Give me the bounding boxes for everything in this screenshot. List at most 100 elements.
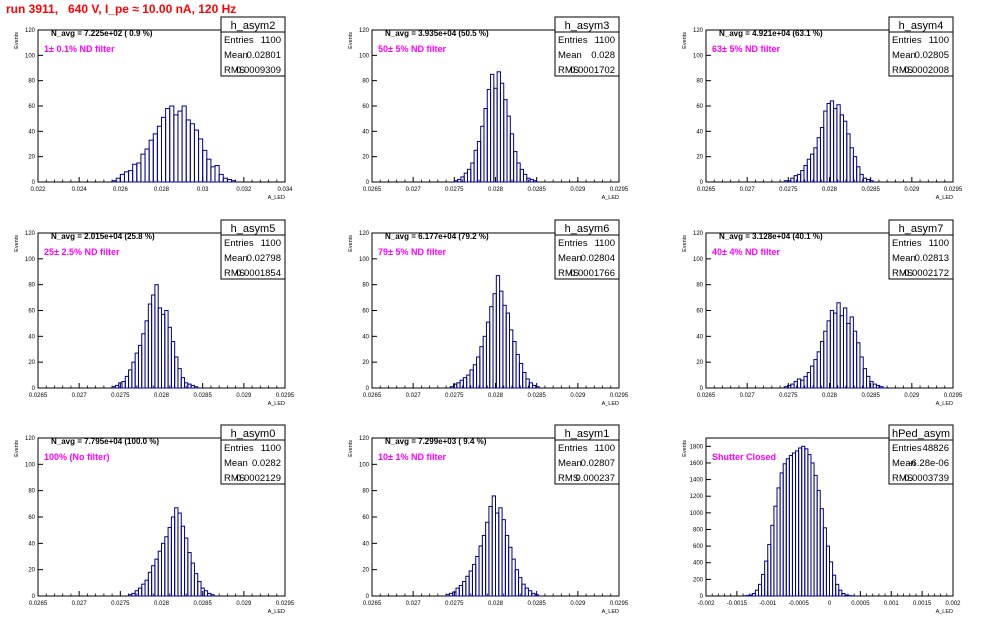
x-axis-label: A_LED: [936, 195, 953, 201]
stats-label: RMS: [224, 65, 245, 76]
stats-label: RMS: [892, 473, 913, 484]
histogram-bin: [123, 171, 130, 183]
histogram-bin: [214, 165, 220, 183]
x-tick-label: 0.0265: [29, 601, 48, 607]
stats-value: 1100: [261, 35, 281, 46]
histogram-panel-h_asym0: 0.0265 0.027 0.0275 0.028 0.0285 0.029 0.0295 0…: [14, 424, 295, 615]
x-tick-label: 0.034: [277, 187, 293, 193]
stats-value: 1100: [261, 443, 281, 454]
y-tick-label: 100: [25, 257, 36, 263]
stats-value: 0.0282: [252, 458, 281, 469]
y-tick-label: 40: [362, 129, 369, 135]
x-tick-label: 0.027: [740, 187, 756, 193]
histogram-bin: [189, 123, 195, 183]
x-tick-label: 0.028: [822, 393, 838, 399]
y-tick-label: 400: [693, 561, 704, 567]
x-tick-label: 0.0275: [779, 393, 798, 399]
x-tick-label: 0.002: [945, 601, 961, 607]
y-axis-label: Events: [348, 440, 354, 457]
navg-text: N_avg = 4.921e+04 (63.1 %): [719, 29, 823, 38]
stats-box: [554, 424, 620, 485]
stats-box: [888, 424, 954, 485]
y-tick-label: 20: [696, 155, 703, 161]
histogram-bin: [177, 110, 183, 183]
stats-value: -6.28e-06: [908, 458, 949, 469]
x-axis-label: A_LED: [602, 401, 619, 407]
stats-label: Entries: [558, 443, 588, 454]
x-tick-label: 0.028: [488, 187, 504, 193]
navg-text: N_avg = 3.128e+04 (40.1 %): [719, 232, 823, 241]
histogram-bin: [115, 177, 121, 183]
y-axis-label: Events: [348, 32, 354, 49]
y-tick-label: 100: [693, 53, 704, 59]
x-tick-label: 0.0295: [610, 601, 629, 607]
histogram-bin: [111, 180, 117, 183]
y-tick-label: 80: [28, 489, 35, 495]
y-tick-label: 1000: [690, 511, 704, 517]
x-tick-label: 0.032: [236, 187, 252, 193]
x-tick-label: 0.0265: [363, 187, 382, 193]
x-tick-label: 0.03: [197, 187, 209, 193]
navg-text: N_avg = 7.299e+03 ( 9.4 %): [385, 437, 487, 446]
histogram-panel-h_asym5: 0.0265 0.027 0.0275 0.028 0.0285 0.029 0.0295 0…: [14, 219, 295, 407]
y-tick-label: 20: [28, 155, 35, 161]
x-tick-label: 0.0275: [779, 187, 798, 193]
stats-value: 1100: [595, 238, 615, 249]
y-tick-label: 120: [693, 231, 704, 237]
x-tick-label: 0.027: [406, 187, 422, 193]
stats-label: Entries: [224, 443, 254, 454]
x-tick-label: 0.022: [30, 187, 46, 193]
navg-text: N_avg = 3.935e+04 (50.5 %): [385, 29, 489, 38]
y-tick-label: 40: [362, 334, 369, 340]
stats-value: 0.028: [591, 50, 615, 61]
y-tick-label: 1600: [690, 461, 704, 467]
stats-value: 1100: [595, 35, 615, 46]
y-axis-label: Events: [682, 235, 688, 252]
filter-annotation: Shutter Closed: [712, 452, 776, 462]
x-tick-label: 0.028: [154, 187, 170, 193]
stats-label: Mean: [892, 253, 916, 264]
y-tick-label: 600: [693, 544, 704, 550]
x-tick-label: 0.029: [570, 601, 586, 607]
x-tick-label: 0.026: [113, 187, 129, 193]
run-title: run 3911, 640 V, I_pe ≈ 10.00 nA, 120 Hz: [6, 2, 237, 16]
stats-value: 0.02813: [915, 253, 949, 264]
x-tick-label: 0.0275: [445, 601, 464, 607]
y-tick-label: 60: [28, 104, 35, 110]
y-tick-label: 80: [362, 283, 369, 289]
x-tick-label: 0.029: [904, 393, 920, 399]
filter-annotation: 50± 5% ND filter: [378, 44, 446, 54]
stats-label: Entries: [558, 238, 588, 249]
histogram-bin: [193, 386, 199, 389]
y-tick-label: 20: [362, 568, 369, 574]
y-tick-label: 80: [28, 79, 35, 85]
stats-label: Entries: [892, 443, 922, 454]
stats-label: Mean: [224, 458, 248, 469]
stats-label: RMS: [892, 268, 913, 279]
stats-label: Mean: [558, 253, 582, 264]
stats-value: 0.02798: [247, 253, 281, 264]
stats-box: [220, 424, 286, 485]
histogram-bin: [869, 180, 874, 183]
y-tick-label: 0: [700, 386, 704, 392]
x-tick-label: 0.0265: [363, 601, 382, 607]
filter-annotation: 63± 5% ND filter: [712, 44, 780, 54]
histogram-bin: [136, 162, 142, 183]
stats-title: h_asym0: [231, 428, 276, 440]
y-tick-label: 120: [359, 436, 370, 442]
stats-box: [888, 16, 954, 77]
y-tick-label: 120: [359, 231, 370, 237]
stats-value: 1100: [261, 238, 281, 249]
histogram-bin: [210, 166, 216, 183]
x-tick-label: 0.0285: [861, 187, 880, 193]
x-tick-label: 0.0295: [276, 601, 295, 607]
y-tick-label: 100: [359, 53, 370, 59]
stats-value: 1100: [929, 238, 949, 249]
histogram-panel-h_asym2: 0.022 0.024 0.026 0.028 0.03 0.032 0.034 0 20 40 6…: [14, 16, 293, 201]
x-tick-label: -0.0015: [727, 601, 748, 607]
x-axis-label: A_LED: [268, 401, 285, 407]
histogram-panel-h_asym7: 0.0265 0.027 0.0275 0.028 0.0285 0.029 0.0295 0…: [682, 219, 963, 407]
navg-text: N_avg = 2.015e+04 (25.8 %): [51, 232, 155, 241]
histogram-panel-h_asym6: 0.0265 0.027 0.0275 0.028 0.0285 0.029 0.0295 0…: [348, 219, 629, 407]
x-tick-label: 0.029: [236, 393, 252, 399]
